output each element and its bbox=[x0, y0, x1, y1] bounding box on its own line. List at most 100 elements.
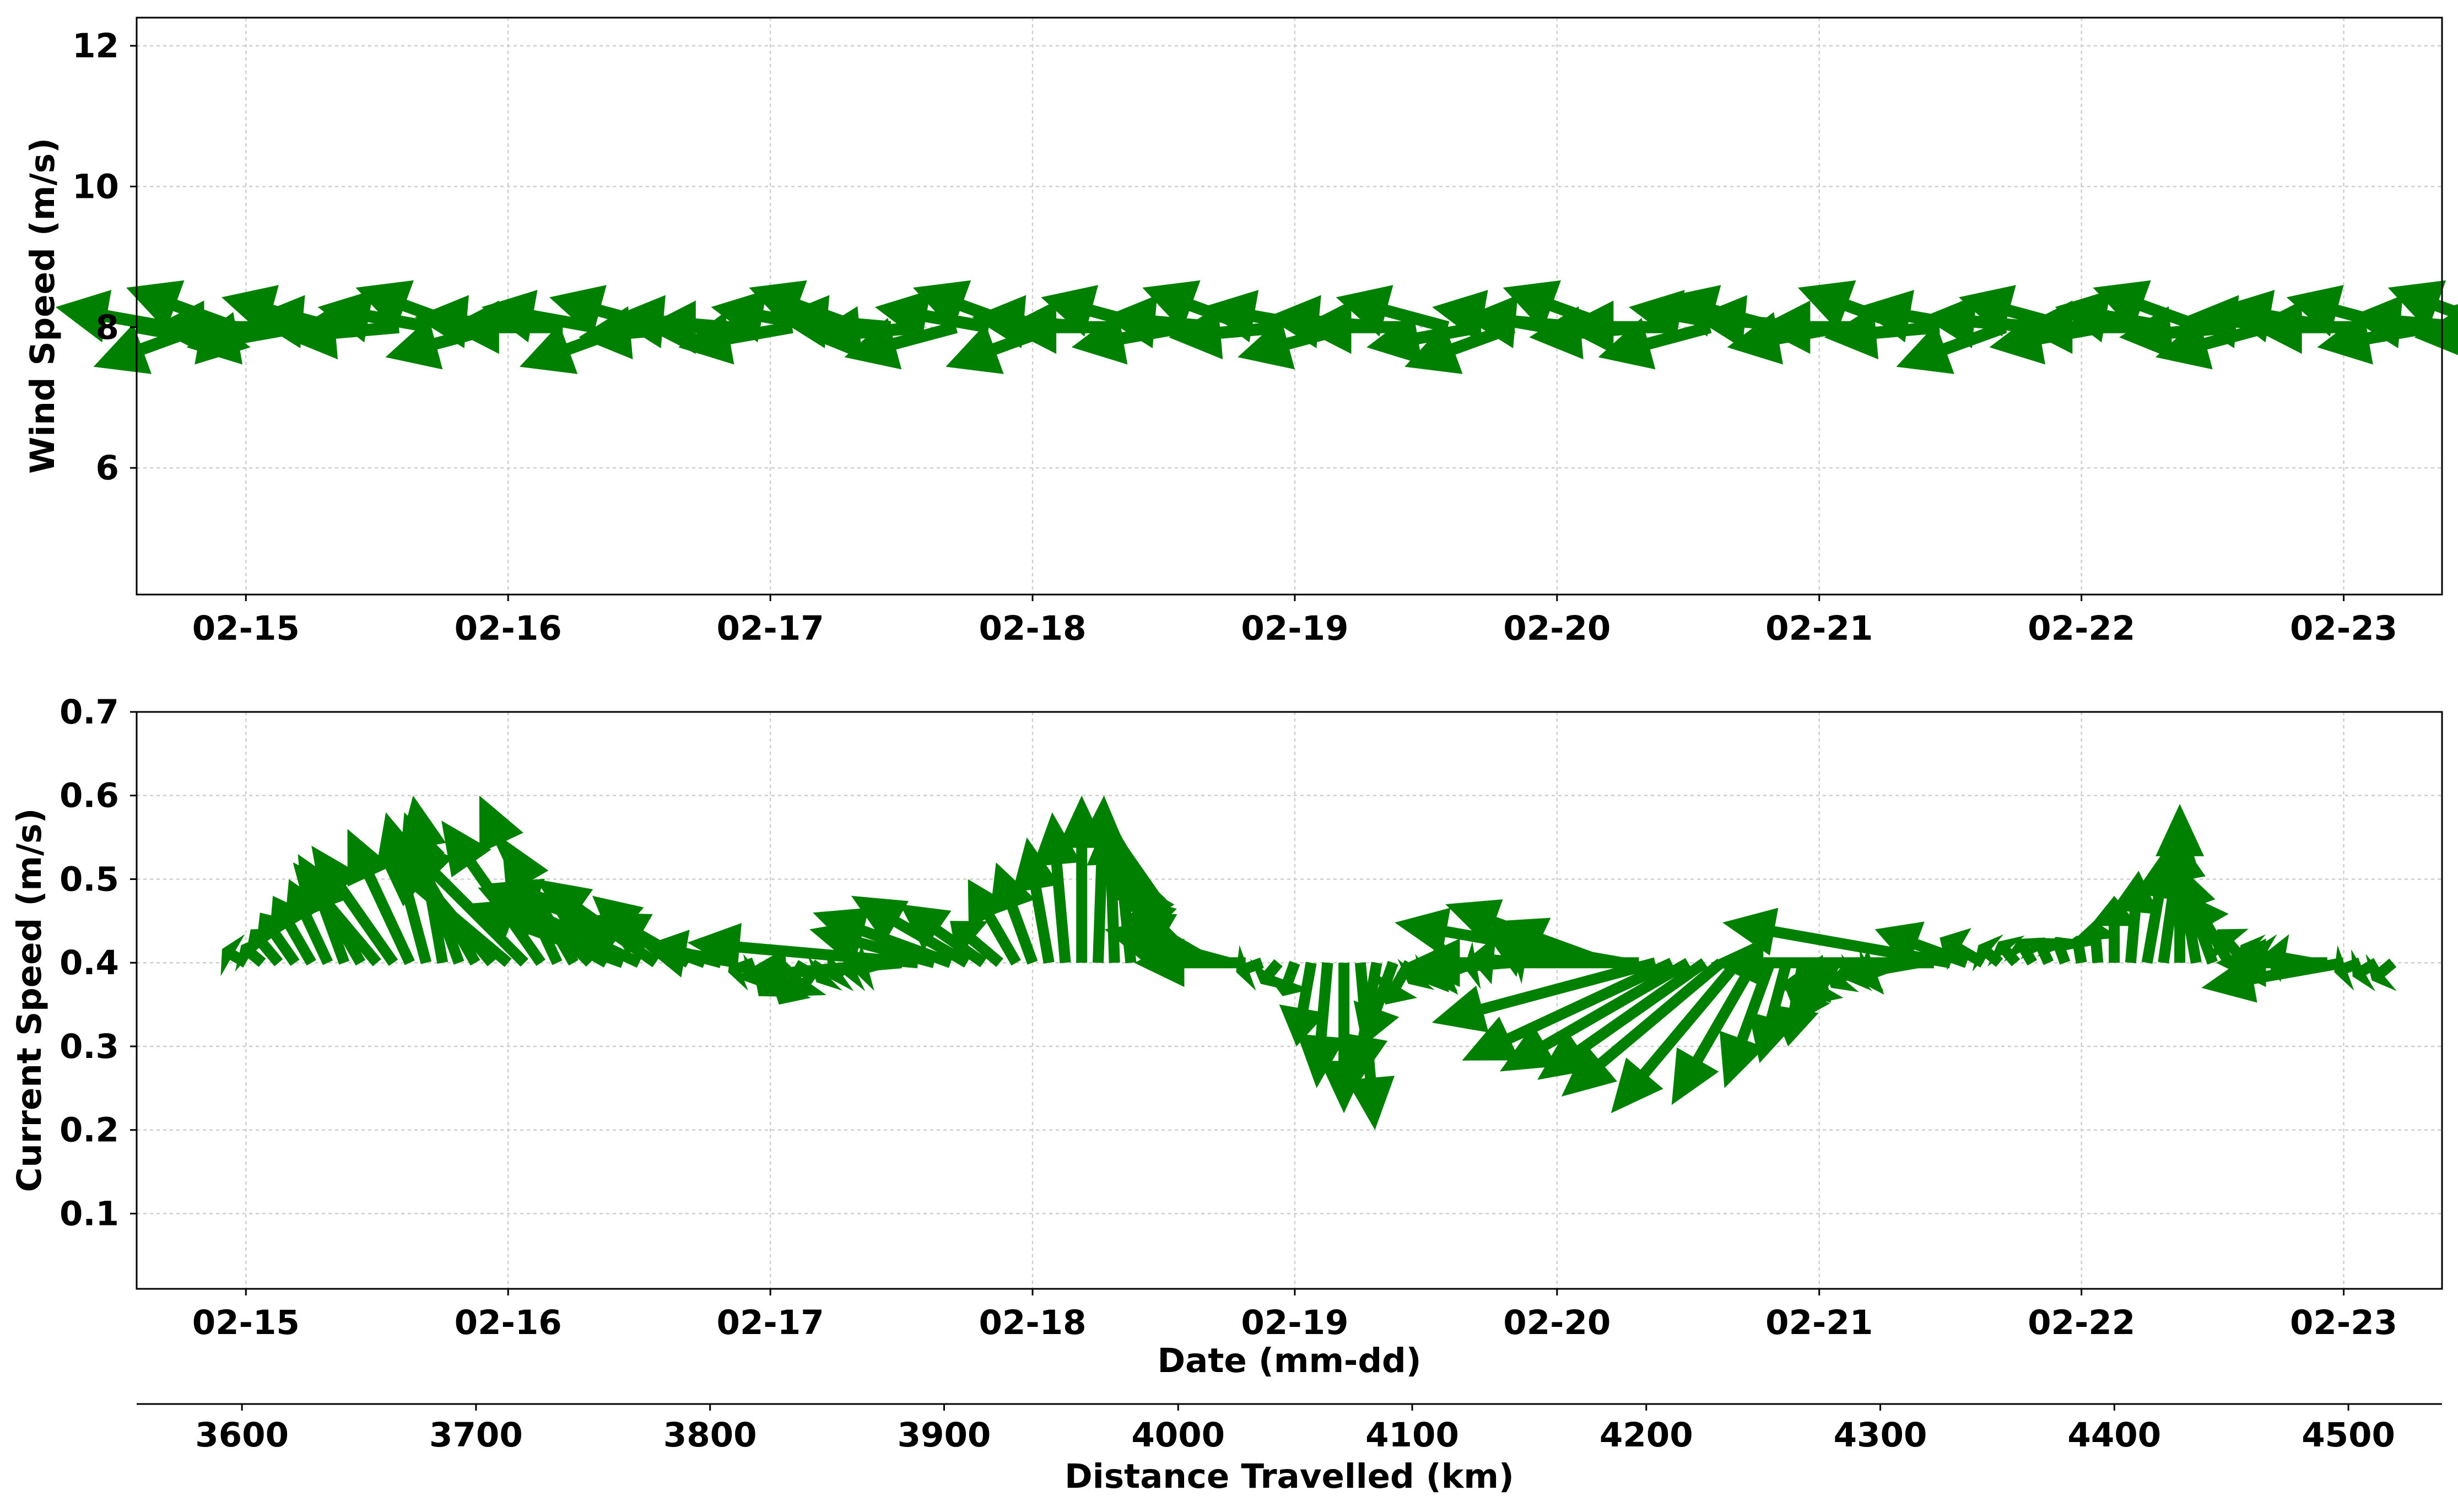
wind-arrow bbox=[1404, 321, 1516, 374]
distance-tick-label: 4400 bbox=[2067, 1416, 2161, 1455]
x-tick-label: 02-18 bbox=[979, 609, 1086, 648]
current-arrow bbox=[1395, 908, 1624, 969]
wind-arrow bbox=[874, 290, 990, 343]
current-arrow bbox=[1972, 934, 2004, 972]
x-tick-label: 02-23 bbox=[2290, 1303, 2397, 1342]
x-tick-label: 02-20 bbox=[1503, 1303, 1611, 1342]
distance-ticks: 3600 3700 3800 3900 4000 4100 4200 4300 4400 4500 bbox=[195, 1404, 2395, 1455]
x-tick-label: 02-19 bbox=[1241, 1303, 1348, 1342]
wind-arrow bbox=[1366, 312, 1482, 365]
current-arrow bbox=[851, 895, 970, 968]
wind-arrow bbox=[2317, 312, 2433, 365]
wind-arrows bbox=[55, 280, 2458, 374]
y-tick-label: 0.6 bbox=[60, 776, 119, 816]
wind-arrow bbox=[1299, 300, 1415, 354]
current-arrow bbox=[1537, 958, 1708, 1080]
distance-tick-label: 4000 bbox=[1131, 1416, 1225, 1455]
wind-arrow bbox=[1824, 306, 1940, 360]
distance-tick-label: 4500 bbox=[2302, 1416, 2395, 1455]
wind-arrow bbox=[1103, 295, 1219, 348]
current-arrow bbox=[1671, 960, 1759, 1105]
wind-arrow bbox=[2348, 295, 2458, 348]
wind-arrow bbox=[1071, 312, 1187, 365]
wind-y-ticks: 6 8 10 12 bbox=[72, 26, 137, 488]
y-tick-label: 0.2 bbox=[60, 1111, 119, 1150]
wind-arrow bbox=[2414, 310, 2458, 355]
wind-arrow bbox=[678, 312, 793, 365]
wind-arrow bbox=[447, 300, 563, 354]
x-tick-label: 02-21 bbox=[1765, 609, 1873, 648]
current-arrow bbox=[1104, 919, 1231, 968]
current-y-ticks: 0.1 0.2 0.3 0.4 0.5 0.6 0.7 bbox=[60, 693, 137, 1233]
y-tick-label: 6 bbox=[96, 449, 119, 488]
current-arrow bbox=[1719, 960, 1775, 1088]
wind-arrow bbox=[1004, 300, 1120, 354]
wind-arrow bbox=[1922, 295, 2039, 348]
wind-arrow bbox=[711, 290, 826, 343]
current-arrow bbox=[284, 879, 333, 965]
current-panel: 0.10.20.30.40.50.60.7 02-15 02-16 02-17 02-… bbox=[10, 693, 2443, 1380]
x-tick-label: 02-17 bbox=[717, 609, 824, 648]
current-arrow bbox=[2003, 937, 2046, 966]
wind-arrow bbox=[2250, 300, 2366, 354]
wind-arrow bbox=[1598, 317, 1712, 370]
wind-x-ticks: 02-15 02-16 02-17 02-18 02-19 02-20 02-21 02-22… bbox=[192, 595, 2397, 648]
wind-arrow bbox=[2448, 304, 2458, 315]
current-arrow bbox=[1561, 958, 1725, 1097]
wind-y-axis-title: Wind Speed (m/s) bbox=[23, 138, 62, 474]
x-tick-label: 02-22 bbox=[2028, 1303, 2135, 1342]
current-arrow bbox=[1431, 957, 1657, 1033]
y-tick-label: 0.4 bbox=[60, 943, 119, 982]
x-tick-label: 02-19 bbox=[1241, 609, 1348, 648]
wind-arrow bbox=[283, 306, 399, 360]
distance-tick-label: 3600 bbox=[195, 1416, 289, 1455]
wind-axes-frame bbox=[136, 17, 2443, 596]
x-tick-label: 02-16 bbox=[455, 609, 562, 648]
x-tick-label: 02-18 bbox=[979, 1303, 1086, 1342]
current-arrow bbox=[2201, 954, 2345, 1003]
y-tick-label: 8 bbox=[96, 308, 119, 347]
current-arrow bbox=[1012, 837, 1060, 964]
current-arrow bbox=[1134, 938, 1246, 987]
current-arrow bbox=[2351, 949, 2379, 992]
current-y-axis-title: Current Speed (m/s) bbox=[10, 808, 49, 1192]
current-arrow bbox=[311, 845, 398, 966]
current-arrow bbox=[687, 923, 919, 971]
distance-axis-title: Distance Travelled (km) bbox=[1065, 1457, 1514, 1496]
wind-arrow bbox=[317, 290, 433, 343]
wind-arrow bbox=[482, 290, 597, 343]
y-tick-label: 0.1 bbox=[60, 1194, 119, 1233]
wind-arrow bbox=[2155, 317, 2269, 370]
current-arrow bbox=[1236, 945, 1264, 991]
wind-arrow bbox=[55, 290, 171, 343]
current-arrow bbox=[950, 921, 1003, 967]
y-tick-label: 10 bbox=[72, 167, 119, 206]
wind-arrow bbox=[1896, 321, 2007, 374]
x-tick-label: 02-22 bbox=[2028, 609, 2135, 648]
wind-arrow bbox=[152, 300, 268, 354]
y-tick-label: 0.7 bbox=[60, 693, 119, 732]
current-arrows bbox=[220, 795, 2397, 1130]
wind-arrow bbox=[1463, 295, 1580, 348]
x-tick-label: 02-15 bbox=[192, 1303, 300, 1342]
wind-arrow bbox=[1336, 285, 1450, 337]
current-arrow bbox=[379, 854, 512, 967]
current-arrow bbox=[293, 862, 381, 966]
distance-tick-label: 3800 bbox=[663, 1416, 757, 1455]
current-arrow bbox=[642, 930, 739, 978]
x-tick-label: 02-15 bbox=[192, 609, 300, 648]
x-tick-label: 02-17 bbox=[717, 1303, 824, 1342]
wind-arrow bbox=[808, 306, 924, 360]
x-tick-label: 02-23 bbox=[2290, 609, 2397, 648]
current-arrow bbox=[245, 928, 283, 966]
current-arrow bbox=[1033, 812, 1081, 964]
current-arrow bbox=[1296, 962, 1346, 1088]
y-tick-label: 0.3 bbox=[60, 1027, 119, 1066]
distance-axis: 3600 3700 3800 3900 4000 4100 4200 4300 4400 4500… bbox=[137, 1403, 2442, 1496]
current-arrow bbox=[1500, 958, 1691, 1072]
current-arrow bbox=[1279, 962, 1327, 1046]
current-arrow bbox=[968, 879, 1021, 966]
wind-arrow bbox=[2387, 280, 2458, 331]
distance-tick-label: 3900 bbox=[898, 1416, 991, 1455]
